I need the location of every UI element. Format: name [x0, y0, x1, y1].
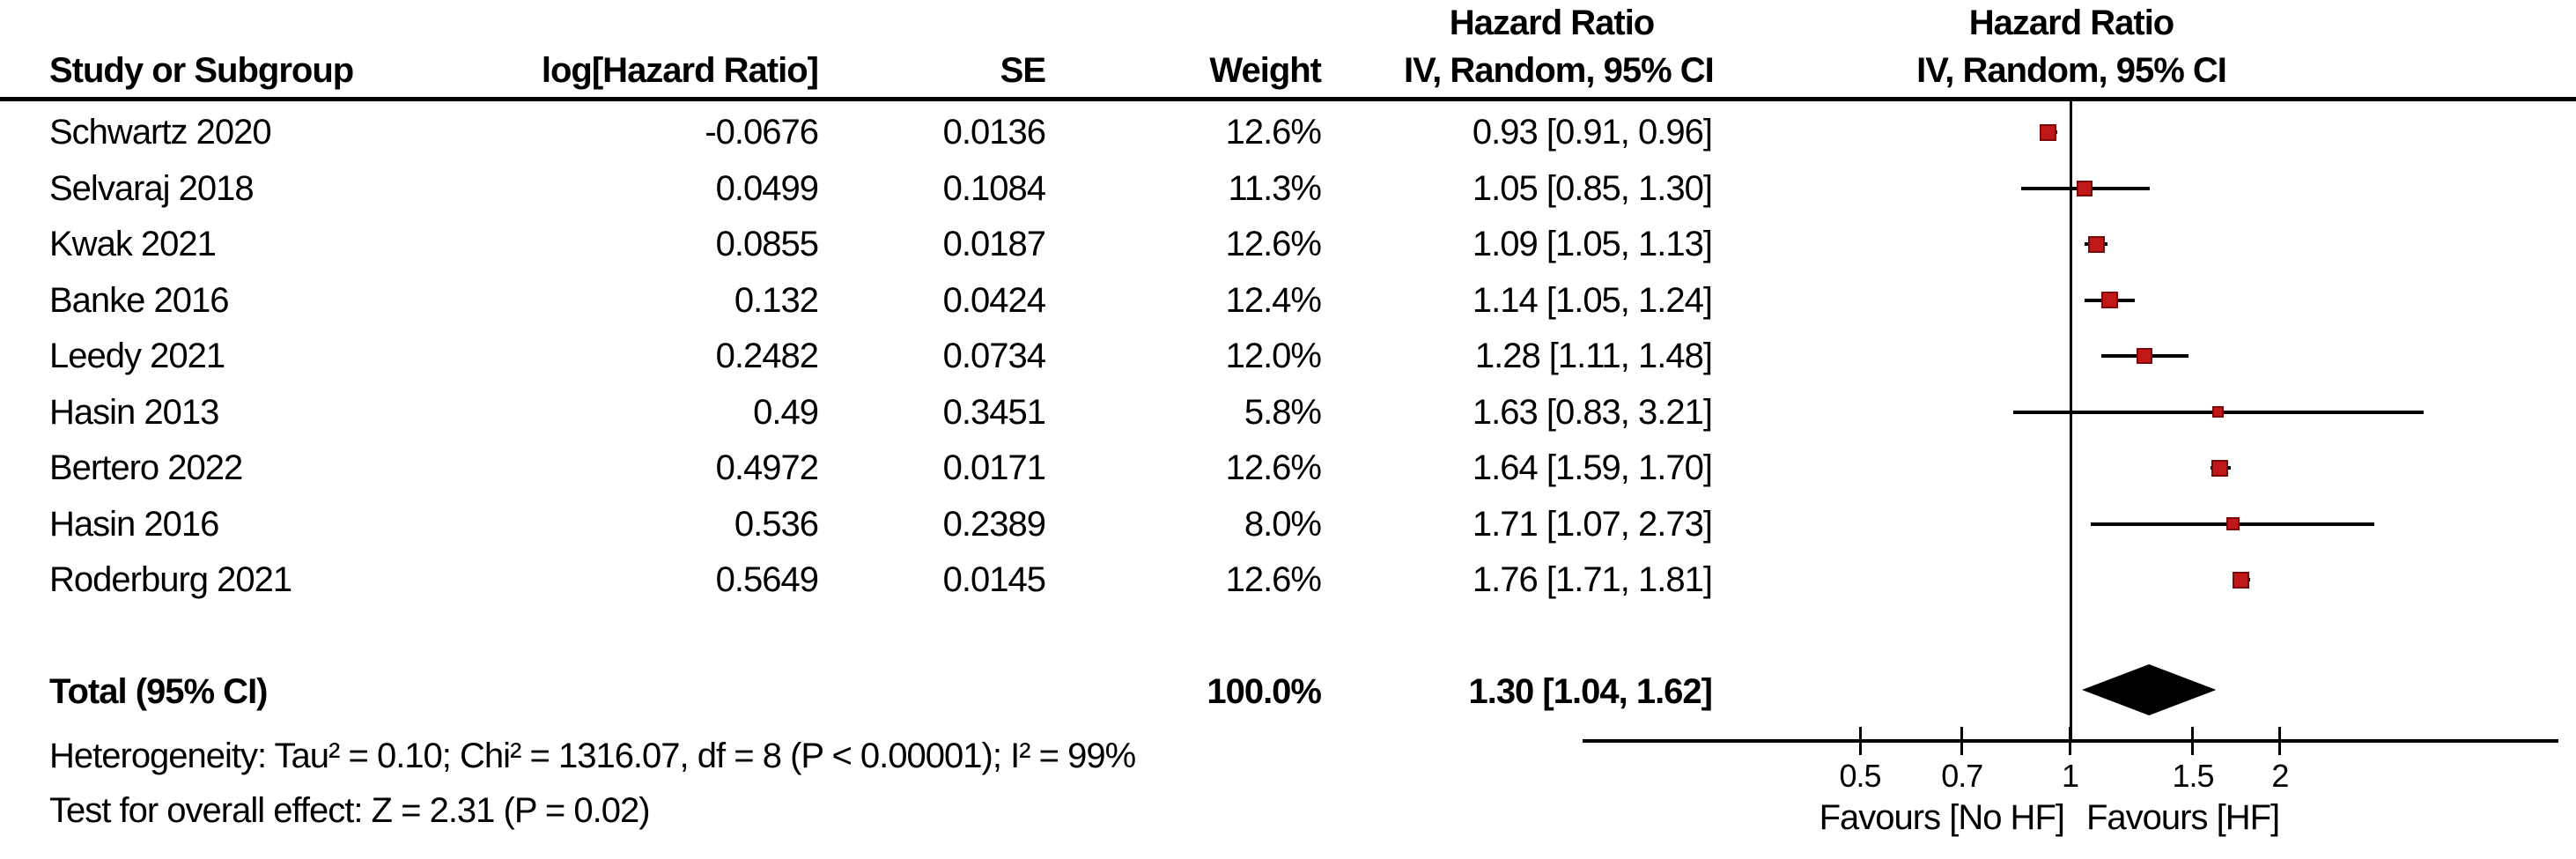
- study-ci: 1.05 [0.85, 1.30]: [1472, 168, 1713, 208]
- study-se: 0.0734: [942, 337, 1046, 375]
- study-se: 0.0136: [942, 113, 1046, 152]
- axis-tick: [1960, 727, 1964, 755]
- study-name: Leedy 2021: [49, 337, 225, 375]
- study-loghr: -0.0676: [705, 113, 819, 152]
- study-name: Banke 2016: [49, 280, 230, 320]
- effect-square: [2233, 571, 2250, 589]
- header-method-right: IV, Random, 95% CI: [1916, 51, 2227, 90]
- study-ci: 1.76 [1.71, 1.81]: [1472, 560, 1713, 599]
- effect-square: [2077, 180, 2093, 196]
- header-separator-line: [0, 97, 2576, 101]
- header-log-hazard-ratio: log[Hazard Ratio]: [541, 51, 819, 90]
- study-se: 0.3451: [942, 392, 1046, 432]
- study-loghr: 0.5649: [715, 560, 819, 599]
- header-effect-measure-left: Hazard Ratio: [1449, 4, 1656, 42]
- axis-tick: [2069, 727, 2071, 755]
- study-loghr: 0.536: [734, 504, 819, 544]
- study-ci: 1.09 [1.05, 1.13]: [1472, 225, 1713, 263]
- study-loghr: 0.0499: [715, 168, 819, 208]
- header-weight: Weight: [1209, 51, 1322, 90]
- axis-tick: [2191, 727, 2195, 755]
- axis-tick: [2278, 727, 2282, 755]
- effect-square: [2137, 348, 2153, 364]
- effect-square: [2040, 123, 2057, 141]
- study-weight: 12.6%: [1225, 448, 1322, 487]
- header-se: SE: [1000, 51, 1046, 90]
- study-weight: 11.3%: [1228, 168, 1322, 208]
- total-weight: 100.0%: [1207, 672, 1322, 711]
- effect-square: [2225, 517, 2240, 530]
- summary-diamond: [2081, 664, 2217, 715]
- study-weight: 5.8%: [1244, 392, 1322, 432]
- study-se: 0.2389: [942, 504, 1046, 544]
- axis-tick-label: 0.5: [1839, 758, 1882, 794]
- total-ci: 1.30 [1.04, 1.62]: [1468, 672, 1713, 711]
- study-loghr: 0.49: [753, 392, 819, 432]
- study-ci: 1.64 [1.59, 1.70]: [1472, 448, 1713, 487]
- study-se: 0.1084: [942, 168, 1046, 208]
- study-weight: 12.6%: [1225, 560, 1322, 599]
- header-effect-measure-right: Hazard Ratio: [1968, 4, 2175, 42]
- heterogeneity-text: Heterogeneity: Tau² = 0.10; Chi² = 1316.…: [49, 737, 1136, 775]
- total-label: Total (95% CI): [49, 672, 269, 711]
- study-se: 0.0171: [942, 448, 1046, 487]
- axis-tick-label: 1.5: [2172, 758, 2214, 794]
- study-name: Schwartz 2020: [49, 113, 272, 152]
- favours-right-label: Favours [HF]: [2086, 798, 2280, 837]
- axis-tick: [1858, 727, 1862, 755]
- study-loghr: 0.0855: [715, 225, 819, 263]
- study-weight: 12.0%: [1225, 337, 1322, 375]
- study-name: Hasin 2013: [49, 392, 219, 432]
- study-ci: 1.14 [1.05, 1.24]: [1472, 280, 1713, 320]
- effect-square: [2087, 235, 2105, 253]
- axis-tick-label: 1: [2061, 758, 2079, 794]
- axis-tick-label: 0.7: [1941, 758, 1983, 794]
- study-loghr: 0.2482: [715, 337, 819, 375]
- study-weight: 8.0%: [1244, 504, 1322, 544]
- study-weight: 12.6%: [1225, 225, 1322, 263]
- study-se: 0.0145: [942, 560, 1046, 599]
- study-ci: 1.71 [1.07, 2.73]: [1472, 504, 1713, 544]
- axis-tick-label: 2: [2271, 758, 2289, 794]
- study-name: Selvaraj 2018: [49, 168, 255, 208]
- no-effect-line: [2070, 99, 2072, 741]
- effect-square: [2211, 459, 2229, 477]
- study-name: Hasin 2016: [49, 504, 219, 544]
- study-name: Bertero 2022: [49, 448, 243, 487]
- effect-square: [2101, 292, 2119, 308]
- study-ci: 0.93 [0.91, 0.96]: [1472, 113, 1713, 152]
- study-weight: 12.6%: [1225, 113, 1322, 152]
- overall-effect-text: Test for overall effect: Z = 2.31 (P = 0…: [49, 791, 651, 830]
- study-ci: 1.63 [0.83, 3.21]: [1472, 392, 1713, 432]
- study-se: 0.0187: [942, 225, 1046, 263]
- study-ci: 1.28 [1.11, 1.48]: [1474, 337, 1713, 375]
- header-method-left: IV, Random, 95% CI: [1404, 51, 1715, 90]
- study-se: 0.0424: [942, 280, 1046, 320]
- study-name: Kwak 2021: [49, 225, 217, 263]
- study-loghr: 0.132: [734, 280, 819, 320]
- study-loghr: 0.4972: [715, 448, 819, 487]
- study-weight: 12.4%: [1225, 280, 1322, 320]
- effect-square: [2212, 406, 2225, 418]
- header-study: Study or Subgroup: [49, 51, 354, 90]
- study-name: Roderburg 2021: [49, 560, 292, 599]
- favours-left-label: Favours [No HF]: [1819, 798, 2065, 837]
